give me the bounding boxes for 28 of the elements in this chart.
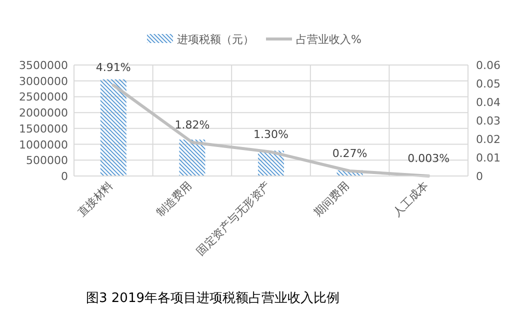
data-label: 0.27% [332,147,368,160]
legend-label: 占营业收入% [296,33,362,46]
y-tick-label: 2000000 [19,106,68,120]
y2-tick-label: 0.06 [476,59,500,72]
y-tick-label: 1000000 [19,138,68,152]
y-tick-label: 0 [61,170,68,183]
y2-tick-label: 0.05 [476,78,500,90]
x-tick-label: 人工成本 [390,178,431,220]
y2-tick-label: 0.02 [476,133,500,146]
y-tick-label: 3500000 [19,59,68,72]
x-tick-label: 制造费用 [154,178,194,220]
y-tick-label: 500000 [26,154,68,168]
x-tick-label: 固定资产与无形资产 [194,178,274,258]
text: 图3 2019年各项目进项税额占营业收入比例 [86,291,340,306]
y2-tick-label: 0 [476,170,483,183]
y2-tick-label: 0.04 [476,96,500,109]
y-tick-label: 3000000 [19,74,68,88]
data-label: 0.003% [408,152,450,165]
y-tick-label: 2500000 [19,90,68,104]
legend-label: 进项税额（元） [177,33,254,46]
x-tick-label: 期间费用 [312,178,352,220]
y2-tick-label: 0.03 [476,114,500,128]
y2-tick-label: 0.01 [476,152,500,164]
data-label: 4.91% [96,61,131,74]
x-tick-label: 直接材料 [75,178,116,220]
data-label: 1.82% [174,118,210,132]
y-tick-label: 1500000 [19,122,68,136]
data-label: 1.30% [254,128,288,141]
